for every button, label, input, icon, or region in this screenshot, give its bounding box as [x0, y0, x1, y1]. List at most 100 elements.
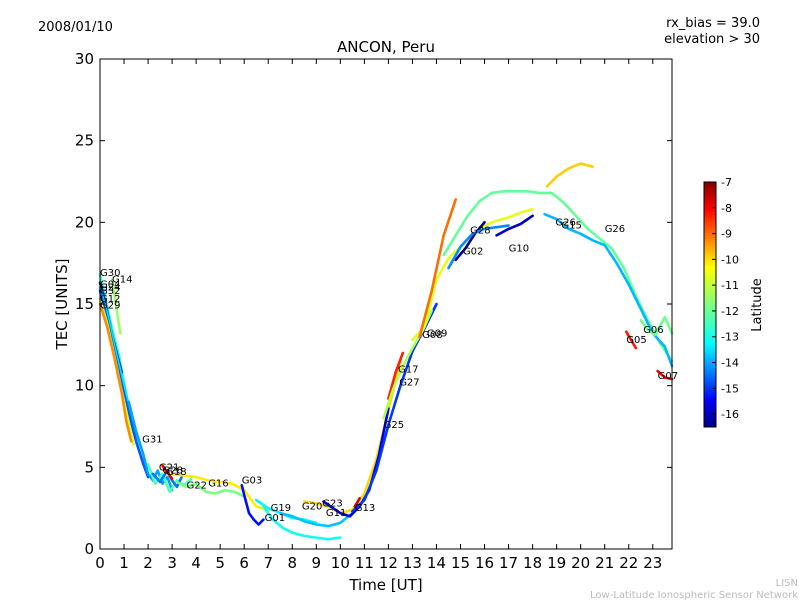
series-label-g12-5: G12 [100, 294, 120, 305]
series-line-g17-21 [387, 351, 405, 401]
x-tick-label: 7 [263, 554, 273, 572]
series-layer [98, 162, 674, 541]
series-line-g09-24 [418, 198, 458, 339]
x-tick-label: 15 [451, 554, 470, 572]
series-line-g10-27 [495, 214, 534, 237]
x-tick-label: 14 [427, 554, 446, 572]
series-label-g20-16: G20 [302, 502, 322, 513]
series-line-g26-30 [545, 162, 595, 188]
y-tick-label: 0 [84, 540, 94, 558]
series-line-g06-31 [639, 315, 674, 337]
series-label-g05-33: G05 [626, 335, 646, 346]
series-line-g16-12 [175, 480, 246, 499]
colorbar-tick-label: -8 [721, 202, 732, 215]
x-tick-label: 17 [499, 554, 518, 572]
series-label-g08-23: G08 [422, 330, 442, 341]
series-line-g20-16 [278, 511, 354, 528]
y-tick-label: 30 [75, 50, 94, 68]
series-label-g13-19: G13 [355, 503, 375, 514]
series-line-g11-18 [322, 407, 390, 518]
series-label-g15-29: G15 [561, 221, 581, 232]
series-label-g07-32: G07 [658, 371, 678, 382]
series-line-g29-6 [98, 302, 133, 443]
series-label-g29-6: G29 [100, 301, 120, 312]
series-label-g28-10: G28 [163, 466, 183, 477]
series-label-g21-8: G21 [159, 462, 179, 473]
colorbar-tick-label: -11 [721, 279, 739, 292]
colorbar-tick-label: -10 [721, 253, 739, 266]
colorbar-tick-label: -13 [721, 331, 739, 344]
series-label-g06-31: G06 [643, 325, 663, 336]
series-label-g11-18: G11 [326, 508, 346, 519]
series-label-g17-21: G17 [398, 364, 418, 375]
colorbar-ticks: -7 -8 -9 -10 -11 -12 -13 -14 -15 -16 [712, 176, 739, 421]
x-tick-label: 13 [403, 554, 422, 572]
x-tick-label: 6 [239, 554, 249, 572]
x-tick-label: 1 [119, 554, 129, 572]
colorbar-tick-label: -12 [721, 305, 739, 318]
series-label-g31-7: G31 [142, 435, 162, 446]
series-label-g26-30: G26 [605, 224, 625, 235]
colorbar-tick-label: -15 [721, 382, 739, 395]
series-line-g28-10 [161, 464, 174, 481]
x-tick-label: 8 [287, 554, 297, 572]
x-tick-label: 2 [143, 554, 153, 572]
elevation-label: elevation > 30 [664, 32, 760, 47]
footer-short-name: LISN [776, 578, 798, 589]
series-label-g19-14: G19 [271, 503, 291, 514]
colorbar-label: Latitude [750, 278, 765, 332]
x-axis-label: Time [UT] [348, 576, 422, 594]
colorbar [703, 181, 717, 428]
x-tick-label: 10 [331, 554, 350, 572]
series-label-g14-2: G14 [112, 275, 132, 286]
footer-long-name: Low-Latitude Ionospheric Sensor Network [590, 590, 798, 600]
series-label-g04-1: G04 [100, 279, 120, 290]
series-label-g26-28: G26 [555, 217, 575, 228]
series-label-g03-13: G03 [242, 475, 262, 486]
plot-area [100, 59, 672, 549]
y-tick-label: 10 [75, 377, 94, 395]
x-tick-label: 18 [523, 554, 542, 572]
y-tick-label: 5 [84, 458, 94, 476]
series-line-g01-15 [262, 505, 342, 541]
x-tick-label: 0 [95, 554, 105, 572]
series-line-g28-25 [454, 221, 486, 262]
series-label-g23-17: G23 [322, 498, 342, 509]
series-label-g27-22: G27 [399, 377, 419, 388]
series-line-g07-32 [656, 369, 674, 381]
series-label-g01-15: G01 [265, 513, 285, 524]
series-label-g30-0: G30 [100, 268, 120, 279]
rx-bias-label: rx_bias = 39.0 [666, 16, 760, 31]
y-tick-label: 25 [75, 132, 94, 150]
series-line-g14-2 [110, 278, 122, 335]
series-label-g02-26: G02 [463, 247, 483, 258]
x-axis: 0 1 2 3 4 5 6 7 8 9 10 11 12 13 14 15 16 17 18 19 20 21 22 23 [95, 59, 662, 572]
series-label-g25-20: G25 [384, 420, 404, 431]
colorbar-tick-label: -9 [721, 228, 732, 241]
series-label-g10-27: G10 [509, 244, 529, 255]
series-label-g09-24: G09 [427, 328, 447, 339]
x-tick-label: 9 [312, 554, 322, 572]
series-line-g02-26 [447, 224, 510, 270]
series-label-g24-3: G24 [100, 283, 120, 294]
y-tick-label: 15 [75, 295, 94, 313]
y-axis-label: TEC [UNITS] [53, 259, 71, 351]
colorbar-tick-label: -7 [721, 176, 732, 189]
x-tick-label: 19 [547, 554, 566, 572]
series-line-g05-33 [624, 330, 638, 350]
series-label-g28-25: G28 [470, 226, 490, 237]
x-tick-label: 3 [167, 554, 177, 572]
x-tick-label: 23 [643, 554, 662, 572]
y-tick-label: 20 [75, 213, 94, 231]
y-axis: 0 5 10 15 20 25 30 [75, 50, 672, 558]
series-label-g18-9: G18 [166, 467, 186, 478]
x-tick-label: 21 [595, 554, 614, 572]
x-tick-label: 11 [355, 554, 374, 572]
x-tick-label: 16 [475, 554, 494, 572]
colorbar-tick-label: -16 [721, 408, 739, 421]
date-label: 2008/01/10 [38, 20, 113, 35]
series-label-g22-11: G22 [187, 480, 207, 491]
x-tick-label: 20 [571, 554, 590, 572]
